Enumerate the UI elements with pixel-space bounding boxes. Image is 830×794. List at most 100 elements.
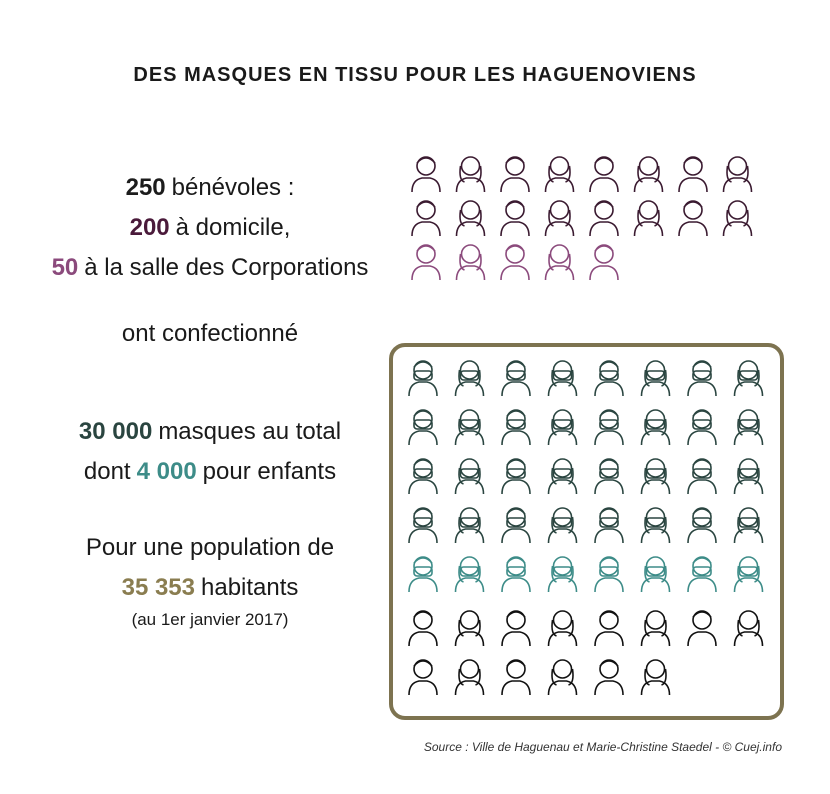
title: DES MASQUES EN TISSU POUR LES HAGUENOVIE… [133, 64, 697, 86]
person-icon [500, 244, 530, 281]
person-icon [547, 659, 578, 696]
person-icon [722, 156, 753, 193]
person-icon [501, 556, 531, 593]
person-icon [687, 556, 717, 593]
person-icon [687, 409, 717, 446]
person-icon [501, 409, 531, 446]
person-icon [411, 156, 441, 193]
person-icon [640, 409, 671, 446]
mask-box [389, 343, 784, 720]
masks: 30 000 masques au total dont 4 000 pour enf… [20, 412, 400, 492]
line: 30 000 masques au total [20, 412, 400, 452]
person-icon [594, 507, 624, 544]
person-icon [454, 556, 485, 593]
person-icon [640, 610, 671, 647]
person-icon [594, 659, 624, 696]
person-icon [547, 360, 578, 397]
line: 50 à la salle des Corporations [20, 248, 400, 288]
person-icon [501, 659, 531, 696]
number: 4 000 [136, 458, 197, 485]
person-icon [633, 200, 664, 237]
person-icon [408, 610, 438, 647]
person-icon [454, 409, 485, 446]
person-icon [594, 556, 624, 593]
person-icon [594, 610, 624, 647]
number: 35 353 [121, 574, 195, 601]
person-icon [408, 458, 438, 495]
person-icon [501, 610, 531, 647]
person-icon [544, 200, 575, 237]
person-icon [594, 458, 624, 495]
person-icon [687, 360, 717, 397]
person-icon [733, 556, 764, 593]
person-icon [455, 200, 486, 237]
population: Pour une population de 35 353 habitants (… [20, 528, 400, 632]
person-icon [454, 659, 485, 696]
person-icon [733, 610, 764, 647]
person-icon [733, 507, 764, 544]
person-icon [454, 507, 485, 544]
person-icon [455, 244, 486, 281]
person-icon [640, 507, 671, 544]
line: dont 4 000 pour enfants [20, 452, 400, 492]
person-icon [408, 360, 438, 397]
person-icon [500, 200, 530, 237]
person-icon [678, 156, 708, 193]
person-icon [547, 409, 578, 446]
person-icon [500, 156, 530, 193]
person-icon [455, 156, 486, 193]
person-icon [454, 458, 485, 495]
person-icon [547, 610, 578, 647]
volunteers: 250 bénévoles : 200 à domicile, 50 à la sal… [20, 168, 400, 288]
person-icon [733, 360, 764, 397]
text: à domicile, [175, 214, 291, 241]
number: 30 000 [78, 418, 153, 445]
line: 35 353 habitants [20, 568, 400, 608]
person-icon [687, 458, 717, 495]
person-icon [687, 507, 717, 544]
person-icon [547, 458, 578, 495]
person-icon [678, 200, 708, 237]
person-icon [501, 360, 531, 397]
person-icon [411, 244, 441, 281]
person-icon [544, 156, 575, 193]
person-icon [687, 610, 717, 647]
line: 250 bénévoles : [20, 168, 400, 208]
person-icon [589, 200, 619, 237]
person-icon [633, 156, 664, 193]
text: bénévoles : [171, 174, 295, 201]
person-icon [589, 244, 619, 281]
person-icon [722, 200, 753, 237]
person-icon [594, 409, 624, 446]
text: à la salle des Corporations [84, 254, 369, 281]
number: 200 [129, 214, 170, 241]
text: masques au total [158, 418, 342, 445]
person-icon [501, 458, 531, 495]
note: (au 1er janvier 2017) [131, 610, 289, 629]
text: pour enfants [202, 458, 337, 485]
person-icon [640, 458, 671, 495]
person-icon [640, 659, 671, 696]
person-icon [544, 244, 575, 281]
person-icon [408, 556, 438, 593]
number: 250 [125, 174, 166, 201]
person-icon [411, 200, 441, 237]
person-icon [408, 659, 438, 696]
person-icon [733, 409, 764, 446]
person-icon [733, 458, 764, 495]
person-icon [408, 409, 438, 446]
verb: ont confectionné [121, 320, 299, 347]
person-icon [640, 556, 671, 593]
person-icon [594, 360, 624, 397]
person-icon [640, 360, 671, 397]
person-icon [454, 360, 485, 397]
number: 50 [51, 254, 79, 281]
person-icon [501, 507, 531, 544]
person-icon [547, 556, 578, 593]
text: habitants [201, 574, 299, 601]
person-icon [454, 610, 485, 647]
person-icon [408, 507, 438, 544]
person-icon [547, 507, 578, 544]
